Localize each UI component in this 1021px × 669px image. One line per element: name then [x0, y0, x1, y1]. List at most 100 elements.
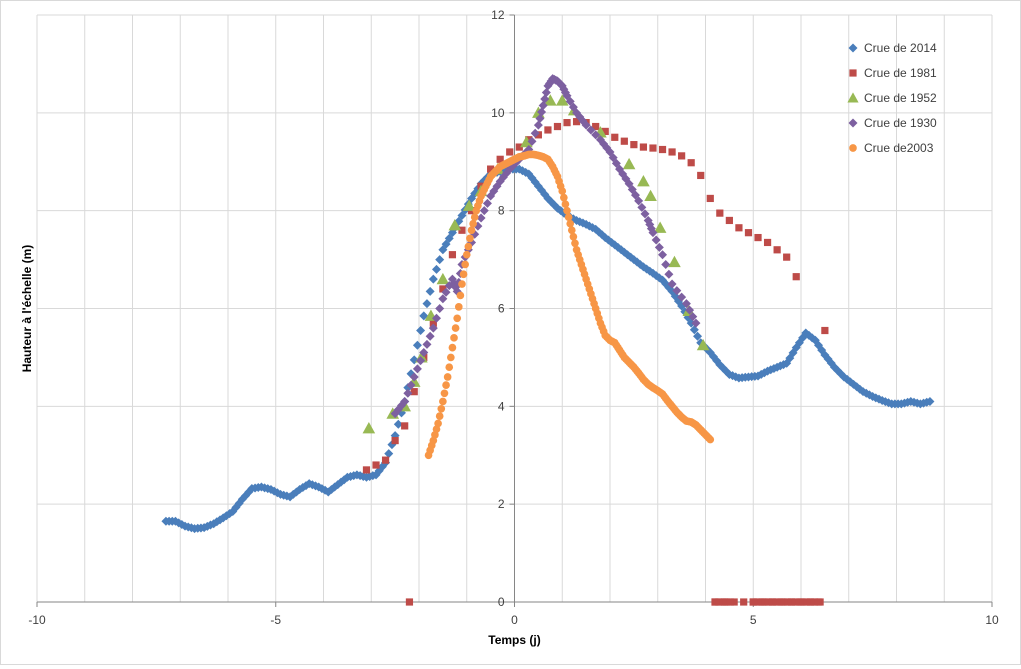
data-point [810, 598, 818, 606]
x-tick-label: -10 [28, 613, 46, 627]
data-point [555, 94, 569, 106]
data-point [784, 598, 792, 606]
data-point [715, 598, 723, 606]
data-point [560, 193, 568, 202]
series-crue-de-1930 [390, 74, 701, 419]
legend-label: Crue de2003 [864, 141, 934, 155]
data-point [681, 299, 691, 309]
data-point [391, 436, 399, 445]
data-point [429, 319, 437, 327]
data-point [821, 326, 829, 335]
legend-label: Crue de 1952 [864, 91, 937, 105]
data-point [540, 94, 550, 104]
data-point [806, 598, 815, 606]
data-point [448, 251, 457, 259]
legend: Crue de 2014 Crue de 1981 Crue de 1952 Crue… [847, 41, 937, 155]
data-point [639, 143, 648, 151]
data-point [469, 219, 477, 228]
y-tick-label: 4 [498, 399, 505, 413]
data-point [425, 286, 435, 296]
data-point [400, 396, 410, 406]
series-crue-de-1981 [362, 118, 829, 606]
data-point [706, 194, 714, 203]
data-point [795, 598, 803, 606]
data-point [649, 144, 657, 152]
data-point [773, 246, 781, 254]
data-point [668, 148, 676, 156]
data-point [651, 235, 661, 245]
data-point [435, 255, 445, 265]
data-point [685, 305, 695, 315]
data-point [533, 120, 543, 130]
data-point [466, 234, 474, 243]
data-point [515, 143, 523, 151]
data-point [428, 274, 438, 284]
data-point [496, 155, 504, 163]
data-point [592, 122, 600, 131]
data-point [668, 255, 681, 268]
data-point [467, 226, 476, 235]
data-point [416, 356, 426, 366]
data-point [470, 213, 479, 222]
data-point [476, 213, 486, 223]
axes [36, 14, 993, 607]
data-point [428, 323, 438, 333]
data-point [799, 598, 807, 606]
data-point [435, 304, 445, 313]
data-point [611, 133, 619, 141]
data-point [406, 380, 416, 390]
data-point [803, 598, 811, 606]
data-point [925, 396, 935, 406]
data-point [530, 128, 540, 138]
data-point [586, 125, 596, 135]
data-point [221, 511, 231, 521]
legend-label: Crue de 1930 [864, 116, 937, 130]
data-point [591, 130, 601, 140]
data-point [405, 598, 414, 606]
data-point [792, 273, 800, 281]
data-point [563, 206, 571, 215]
data-point [761, 598, 769, 606]
data-point [447, 353, 455, 362]
data-point [716, 209, 724, 217]
data-point [622, 157, 636, 170]
y-tick-label: 6 [498, 302, 505, 316]
y-axis-title: Hauteur à l'échelle (m) [20, 245, 34, 373]
data-point [409, 372, 419, 382]
data-point [661, 259, 671, 269]
legend-marker [849, 69, 857, 77]
data-point [567, 226, 576, 235]
x-tick-label: -5 [270, 613, 281, 627]
data-point [569, 232, 578, 241]
x-tick-label: 0 [511, 613, 518, 627]
data-point [520, 135, 533, 148]
series-crue-de-2014 [161, 164, 935, 534]
data-point [564, 213, 573, 222]
data-point [458, 226, 466, 234]
data-point [438, 294, 448, 304]
data-point [487, 165, 495, 173]
data-point [541, 87, 551, 97]
data-point [754, 233, 762, 242]
data-point [726, 598, 734, 606]
data-point [419, 311, 429, 321]
data-point [566, 219, 575, 228]
data-point [689, 325, 699, 335]
data-point [561, 200, 570, 208]
data-point [453, 314, 462, 323]
data-point [744, 229, 753, 237]
data-point [538, 100, 548, 110]
data-point [362, 466, 371, 474]
data-point [525, 136, 533, 144]
data-point [527, 136, 537, 146]
data-point [691, 318, 701, 328]
legend-item: Crue de2003 [849, 141, 934, 155]
data-point [416, 326, 426, 336]
data-point [419, 348, 429, 358]
data-point [644, 189, 657, 202]
legend-marker [848, 118, 858, 128]
data-point [534, 131, 542, 139]
data-point [362, 422, 376, 434]
data-point [443, 373, 452, 381]
